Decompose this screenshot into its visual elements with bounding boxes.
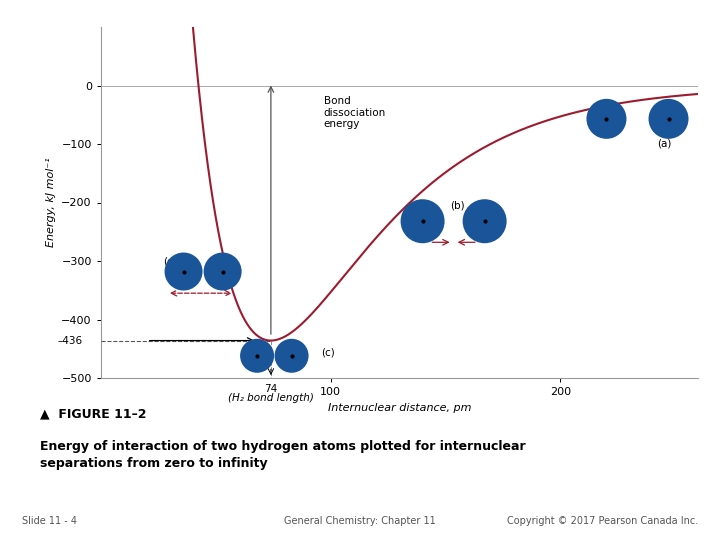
Ellipse shape: [587, 99, 626, 139]
Text: (a): (a): [657, 138, 671, 148]
X-axis label: Internuclear distance, pm: Internuclear distance, pm: [328, 403, 472, 413]
Text: (b): (b): [450, 200, 464, 210]
Text: (d): (d): [163, 256, 178, 266]
Ellipse shape: [240, 339, 274, 373]
Text: Bond
dissociation
energy: Bond dissociation energy: [324, 96, 386, 129]
Text: –436: –436: [58, 335, 82, 346]
Text: Copyright © 2017 Pearson Canada Inc.: Copyright © 2017 Pearson Canada Inc.: [507, 516, 698, 526]
Text: (H₂ bond length): (H₂ bond length): [228, 393, 314, 403]
Text: Energy of interaction of two hydrogen atoms plotted for internuclear
separations: Energy of interaction of two hydrogen at…: [40, 440, 525, 470]
Text: Slide 11 - 4: Slide 11 - 4: [22, 516, 76, 526]
Ellipse shape: [400, 199, 444, 243]
Y-axis label: Energy, kJ mol⁻¹: Energy, kJ mol⁻¹: [45, 158, 55, 247]
Text: (c): (c): [321, 347, 336, 357]
Text: 74: 74: [264, 384, 277, 394]
Text: ▲  FIGURE 11–2: ▲ FIGURE 11–2: [40, 408, 146, 421]
Ellipse shape: [649, 99, 688, 139]
Ellipse shape: [204, 253, 242, 291]
Ellipse shape: [165, 253, 202, 291]
Ellipse shape: [274, 339, 309, 373]
Ellipse shape: [463, 199, 507, 243]
Text: General Chemistry: Chapter 11: General Chemistry: Chapter 11: [284, 516, 436, 526]
